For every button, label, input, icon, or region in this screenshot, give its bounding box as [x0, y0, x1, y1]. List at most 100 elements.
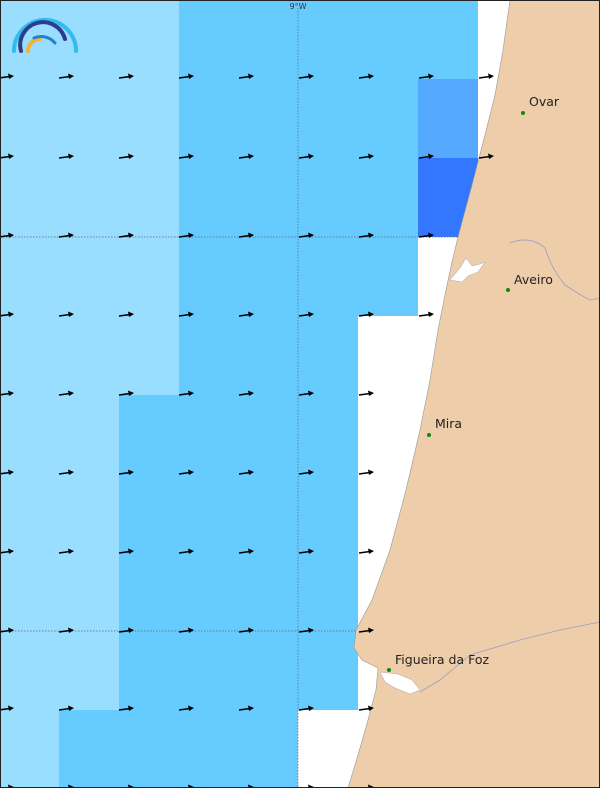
intensity-cell: [298, 0, 358, 79]
direction-arrow: [238, 311, 254, 317]
intensity-cell: [238, 316, 298, 395]
direction-arrow: [178, 705, 194, 711]
intensity-cell: [298, 316, 358, 395]
city-dot: [387, 668, 391, 672]
city-mira[interactable]: Mira: [427, 416, 462, 437]
direction-arrow: [118, 311, 134, 317]
intensity-cell: [418, 0, 478, 79]
direction-arrow: [298, 469, 314, 475]
direction-arrow: [178, 232, 194, 238]
intensity-cell: [179, 395, 238, 474]
direction-arrow: [58, 311, 74, 317]
direction-arrow: [238, 232, 254, 238]
intensity-cell: [179, 474, 238, 552]
intensity-cell: [179, 158, 238, 237]
intensity-cell: [298, 237, 358, 316]
direction-arrow: [418, 311, 434, 317]
direction-arrow: [358, 627, 374, 633]
intensity-cell: [119, 710, 179, 788]
direction-arrow: [118, 469, 134, 475]
city-dot: [506, 288, 510, 292]
city-dot: [521, 111, 525, 115]
direction-arrow: [178, 548, 194, 554]
mondego-estuary: [379, 671, 421, 695]
direction-arrow: [298, 311, 314, 317]
direction-arrow: [358, 153, 374, 159]
direction-arrow: [178, 627, 194, 633]
direction-arrow: [58, 469, 74, 475]
intensity-cell: [119, 237, 179, 316]
intensity-cell: [59, 552, 119, 631]
intensity-cell: [179, 316, 238, 395]
direction-arrow: [418, 73, 434, 79]
intensity-cell: [59, 631, 119, 710]
direction-arrow: [118, 153, 134, 159]
city-label: Mira: [435, 416, 462, 431]
direction-arrow: [358, 548, 374, 554]
intensity-cell: [59, 237, 119, 316]
intensity-cell: [0, 710, 59, 788]
intensity-cell: [0, 552, 59, 631]
intensity-cell: [119, 79, 179, 158]
direction-arrow: [298, 390, 314, 396]
direction-arrow: [58, 627, 74, 633]
graticule-label: 9°W: [290, 2, 307, 11]
intensity-cell: [119, 0, 179, 79]
direction-arrow: [58, 153, 74, 159]
direction-arrow: [118, 73, 134, 79]
direction-arrow: [238, 627, 254, 633]
direction-arrow: [478, 153, 494, 159]
direction-arrow: [418, 232, 434, 238]
intensity-cell: [179, 237, 238, 316]
direction-arrow: [58, 390, 74, 396]
direction-arrow: [238, 469, 254, 475]
city-figueira-da-foz[interactable]: Figueira da Foz: [387, 652, 490, 672]
intensity-cell: [298, 79, 358, 158]
intensity-cell: [238, 710, 298, 788]
city-label: Ovar: [529, 94, 560, 109]
intensity-cell: [179, 0, 238, 79]
city-ovar[interactable]: Ovar: [521, 94, 560, 115]
direction-arrow: [358, 311, 374, 317]
direction-arrow: [118, 232, 134, 238]
direction-arrow: [58, 548, 74, 554]
intensity-cell: [119, 158, 179, 237]
intensity-cell: [418, 79, 478, 158]
wave-arcs-logo: [12, 18, 78, 53]
direction-arrow: [298, 705, 314, 711]
direction-arrow: [118, 627, 134, 633]
intensity-cell: [298, 395, 358, 474]
direction-arrow: [178, 469, 194, 475]
intensity-cell: [179, 710, 238, 788]
direction-arrow: [298, 232, 314, 238]
direction-arrow: [358, 390, 374, 396]
direction-arrow: [478, 73, 494, 79]
direction-arrow: [118, 705, 134, 711]
city-aveiro[interactable]: Aveiro: [506, 272, 553, 292]
direction-arrow: [358, 469, 374, 475]
land: [347, 0, 600, 788]
direction-arrow: [238, 73, 254, 79]
city-label: Figueira da Foz: [395, 652, 490, 667]
direction-arrow: [358, 73, 374, 79]
intensity-cells: [0, 0, 478, 788]
intensity-cell: [0, 158, 59, 237]
intensity-cell: [119, 474, 179, 552]
intensity-cell: [0, 631, 59, 710]
direction-arrow: [118, 390, 134, 396]
direction-arrow: [358, 232, 374, 238]
intensity-cell: [0, 395, 59, 474]
intensity-cell: [0, 316, 59, 395]
intensity-cell: [119, 316, 179, 395]
intensity-cell: [298, 158, 358, 237]
intensity-cell: [0, 237, 59, 316]
intensity-cell: [358, 79, 418, 158]
direction-arrow: [178, 73, 194, 79]
intensity-cell: [238, 237, 298, 316]
direction-arrow: [358, 705, 374, 711]
intensity-cell: [238, 631, 298, 710]
intensity-cell: [119, 552, 179, 631]
intensity-cell: [59, 474, 119, 552]
